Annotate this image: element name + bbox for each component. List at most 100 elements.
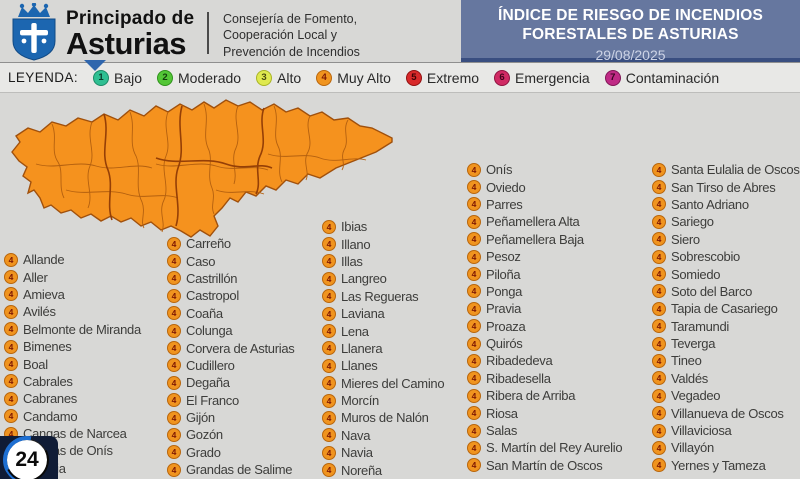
municipality-row: 4 Castropol <box>167 287 294 304</box>
municipality-name: Colunga <box>186 323 233 339</box>
risk-level-badge: 4 <box>322 410 336 425</box>
municipality-name: Ribadedeva <box>486 353 553 369</box>
municipality-name: Siero <box>671 231 700 247</box>
municipality-row: 4 Peñamellera Baja <box>467 231 622 248</box>
risk-level-badge: 4 <box>467 232 481 247</box>
legend-item: 6 Emergencia <box>494 69 590 86</box>
risk-level-badge: 4 <box>467 423 481 438</box>
municipality-name: Teverga <box>671 336 716 352</box>
risk-level-badge: 4 <box>467 319 481 334</box>
municipality-name: Gijón <box>186 410 215 426</box>
municipality-name: Gozón <box>186 427 223 443</box>
legend-item-label: Bajo <box>113 69 143 86</box>
municipality-row: 4 Grandas de Salime <box>167 461 294 478</box>
municipality-row: 4 S. Martín del Rey Aurelio <box>467 439 623 456</box>
municipality-name: Amieva <box>23 286 65 302</box>
municipality-row: 4 Gozón <box>167 426 294 443</box>
municipality-row: 4 Yernes y Tameza <box>652 457 800 474</box>
municipality-row: 4 Corvera de Asturias <box>167 339 295 356</box>
municipality-name: Llanera <box>341 340 383 356</box>
risk-level-badge: 4 <box>652 336 666 351</box>
municipality-row: 4 Santa Eulalia de Oscos <box>652 161 800 178</box>
risk-level-badge: 4 <box>4 391 18 406</box>
report-date: 29/08/2025 <box>595 46 666 63</box>
municipality-row: 4 Avilés <box>4 303 141 320</box>
municipality-row: 4 Muros de Nalón <box>322 409 444 426</box>
municipality-name: Corvera de Asturias <box>186 340 295 356</box>
department-name: Consejería de Fomento, Cooperación Local… <box>223 11 360 60</box>
risk-level-badge: 4 <box>467 371 481 386</box>
risk-level-badge: 4 <box>652 371 666 386</box>
asturias-map-outline <box>11 99 393 238</box>
news-watermark: 24 <box>0 436 58 479</box>
municipality-name: Degaña <box>186 375 230 391</box>
municipality-row: 4 Somiedo <box>652 265 800 282</box>
municipality-row: 4 Ibias <box>322 218 444 235</box>
risk-level-badge: 4 <box>652 249 666 264</box>
municipality-row: 4 Cabranes <box>4 390 141 407</box>
risk-level-badge: 4 <box>322 445 336 460</box>
municipality-row: 4 Proaza <box>467 318 622 335</box>
risk-level-badge: 4 <box>167 358 181 373</box>
municipality-name: Soto del Barco <box>671 283 753 299</box>
municipality-row: 4 Ribadedeva <box>467 352 622 369</box>
risk-level-badge: 4 <box>322 376 336 391</box>
risk-level-badge: 4 <box>467 197 481 212</box>
municipality-name: Las Regueras <box>341 288 419 304</box>
municipality-row: 4 Salas <box>467 422 622 439</box>
municipality-row: 4 Oviedo <box>467 178 622 195</box>
shield-icon <box>12 2 56 61</box>
municipality-name: San Martín de Oscos <box>486 457 603 473</box>
page-title: ÍNDICE DE RIESGO DE INCENDIOS FORESTALES… <box>461 7 800 45</box>
risk-level-badge: 4 <box>467 180 481 195</box>
legend-item: 3 Alto <box>256 69 301 86</box>
municipality-row: 4 Carreño <box>167 235 294 252</box>
header: Principado de Asturias Consejería de Fom… <box>0 0 461 62</box>
municipality-column-2: 4 Carreño 4 Caso 4 Castrillón 4 Castropo… <box>167 235 295 478</box>
municipality-row: 4 Aller <box>4 268 141 285</box>
municipality-name: Salas <box>486 423 518 439</box>
municipality-name: Proaza <box>486 318 526 334</box>
municipality-row: 4 Allande <box>4 251 141 268</box>
legend-item-label: Muy Alto <box>337 69 391 86</box>
risk-level-badge: 4 <box>467 214 481 229</box>
municipality-row: 4 Vegadeo <box>652 387 800 404</box>
municipality-name: Boal <box>23 356 48 372</box>
risk-level-badge: 4 <box>467 440 481 455</box>
header-divider <box>207 12 209 54</box>
municipality-name: Bimenes <box>23 339 72 355</box>
municipality-name: Parres <box>486 196 523 212</box>
municipality-row: 4 Castrillón <box>167 270 294 287</box>
risk-level-badge: 7 <box>604 69 621 86</box>
municipality-name: Cabranes <box>23 391 77 407</box>
municipality-row: 4 Boal <box>4 355 141 372</box>
municipality-row: 4 Llanes <box>322 357 444 374</box>
risk-level-badge: 4 <box>652 232 666 247</box>
municipality-name: S. Martín del Rey Aurelio <box>486 440 623 456</box>
risk-level-badge: 4 <box>652 162 666 177</box>
municipality-row: 4 Laviana <box>322 305 444 322</box>
municipality-name: Nava <box>341 427 371 443</box>
municipality-row: 4 Quirós <box>467 335 622 352</box>
municipality-row: 4 Bimenes <box>4 338 141 355</box>
page-title-line2: FORESTALES DE ASTURIAS <box>522 25 739 43</box>
risk-level-badge: 4 <box>4 322 18 337</box>
municipality-name: Pravia <box>486 301 522 317</box>
municipality-row: 4 Taramundi <box>652 318 800 335</box>
municipality-name: San Tirso de Abres <box>671 179 776 195</box>
risk-level-badge: 4 <box>322 254 336 269</box>
risk-level-badge: 4 <box>322 219 336 234</box>
municipality-row: 4 San Martín de Oscos <box>467 457 622 474</box>
municipality-name: Illas <box>341 253 363 269</box>
risk-level-badge: 4 <box>167 236 181 251</box>
municipality-name: Onís <box>486 162 513 178</box>
municipality-row: 4 Candamo <box>4 408 141 425</box>
risk-level-badge: 4 <box>467 458 481 473</box>
risk-level-badge: 4 <box>167 393 181 408</box>
municipality-name: Tapia de Casariego <box>671 301 778 317</box>
municipality-name: Llanes <box>341 358 378 374</box>
risk-level-badge: 4 <box>652 267 666 282</box>
municipality-row: 4 Illas <box>322 253 444 270</box>
municipality-row: 4 Morcín <box>322 392 444 409</box>
